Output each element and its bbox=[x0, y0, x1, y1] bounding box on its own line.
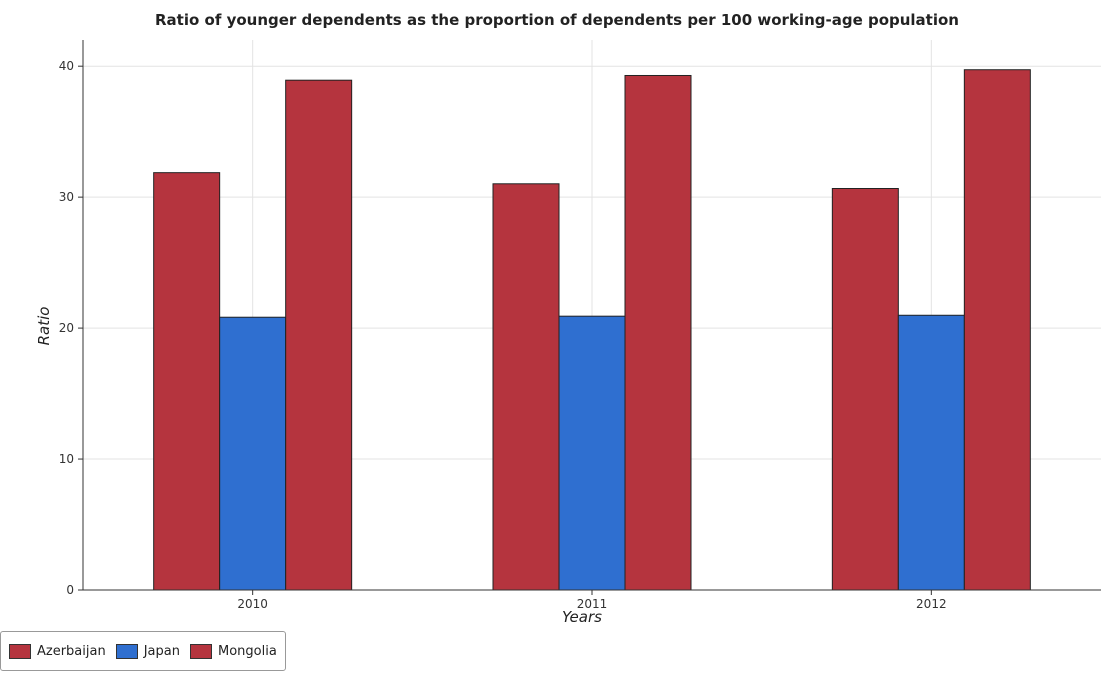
x-tick-label-2011: 2011 bbox=[577, 597, 608, 611]
legend-swatch-mongolia bbox=[189, 643, 212, 659]
chart-title: Ratio of younger dependents as the propo… bbox=[155, 11, 959, 29]
y-tick-label-1: 10 bbox=[59, 452, 74, 466]
chart-legend: Azerbaijan Japan Mongolia bbox=[0, 631, 286, 671]
x-tick-label-2012: 2012 bbox=[916, 597, 947, 611]
bar-japan-2011 bbox=[558, 315, 626, 591]
bar-mongolia-2010 bbox=[285, 79, 353, 591]
bar-japan-2012 bbox=[897, 314, 965, 591]
legend-item-mongolia: Mongolia bbox=[189, 643, 277, 659]
bar-azerbaijan-2011 bbox=[492, 183, 560, 591]
legend-label-japan: Japan bbox=[143, 643, 180, 659]
x-tick-label-2010: 2010 bbox=[237, 597, 268, 611]
legend-swatch-japan bbox=[115, 643, 138, 659]
axes-layer: 0 10 20 30 40 2010 2011 2012 bbox=[59, 40, 1101, 611]
legend-item-azerbaijan: Azerbaijan bbox=[9, 643, 106, 659]
y-tick-label-4: 40 bbox=[59, 59, 74, 73]
bar-japan-2010 bbox=[219, 316, 287, 591]
bar-azerbaijan-2012 bbox=[831, 188, 899, 591]
y-tick-label-2: 20 bbox=[59, 321, 74, 335]
y-tick-label-3: 30 bbox=[59, 190, 74, 204]
legend-item-japan: Japan bbox=[115, 643, 180, 659]
y-axis-label: Ratio bbox=[35, 307, 53, 346]
y-tick-label-0: 0 bbox=[66, 583, 74, 597]
bar-mongolia-2011 bbox=[624, 74, 692, 591]
bars-layer bbox=[153, 69, 1031, 591]
legend-label-mongolia: Mongolia bbox=[217, 643, 277, 659]
legend-swatch-azerbaijan bbox=[9, 643, 31, 659]
bar-azerbaijan-2010 bbox=[153, 172, 221, 591]
x-axis-label: Years bbox=[562, 608, 602, 626]
bar-mongolia-2012 bbox=[963, 69, 1031, 591]
legend-label-azerbaijan: Azerbaijan bbox=[37, 643, 106, 659]
